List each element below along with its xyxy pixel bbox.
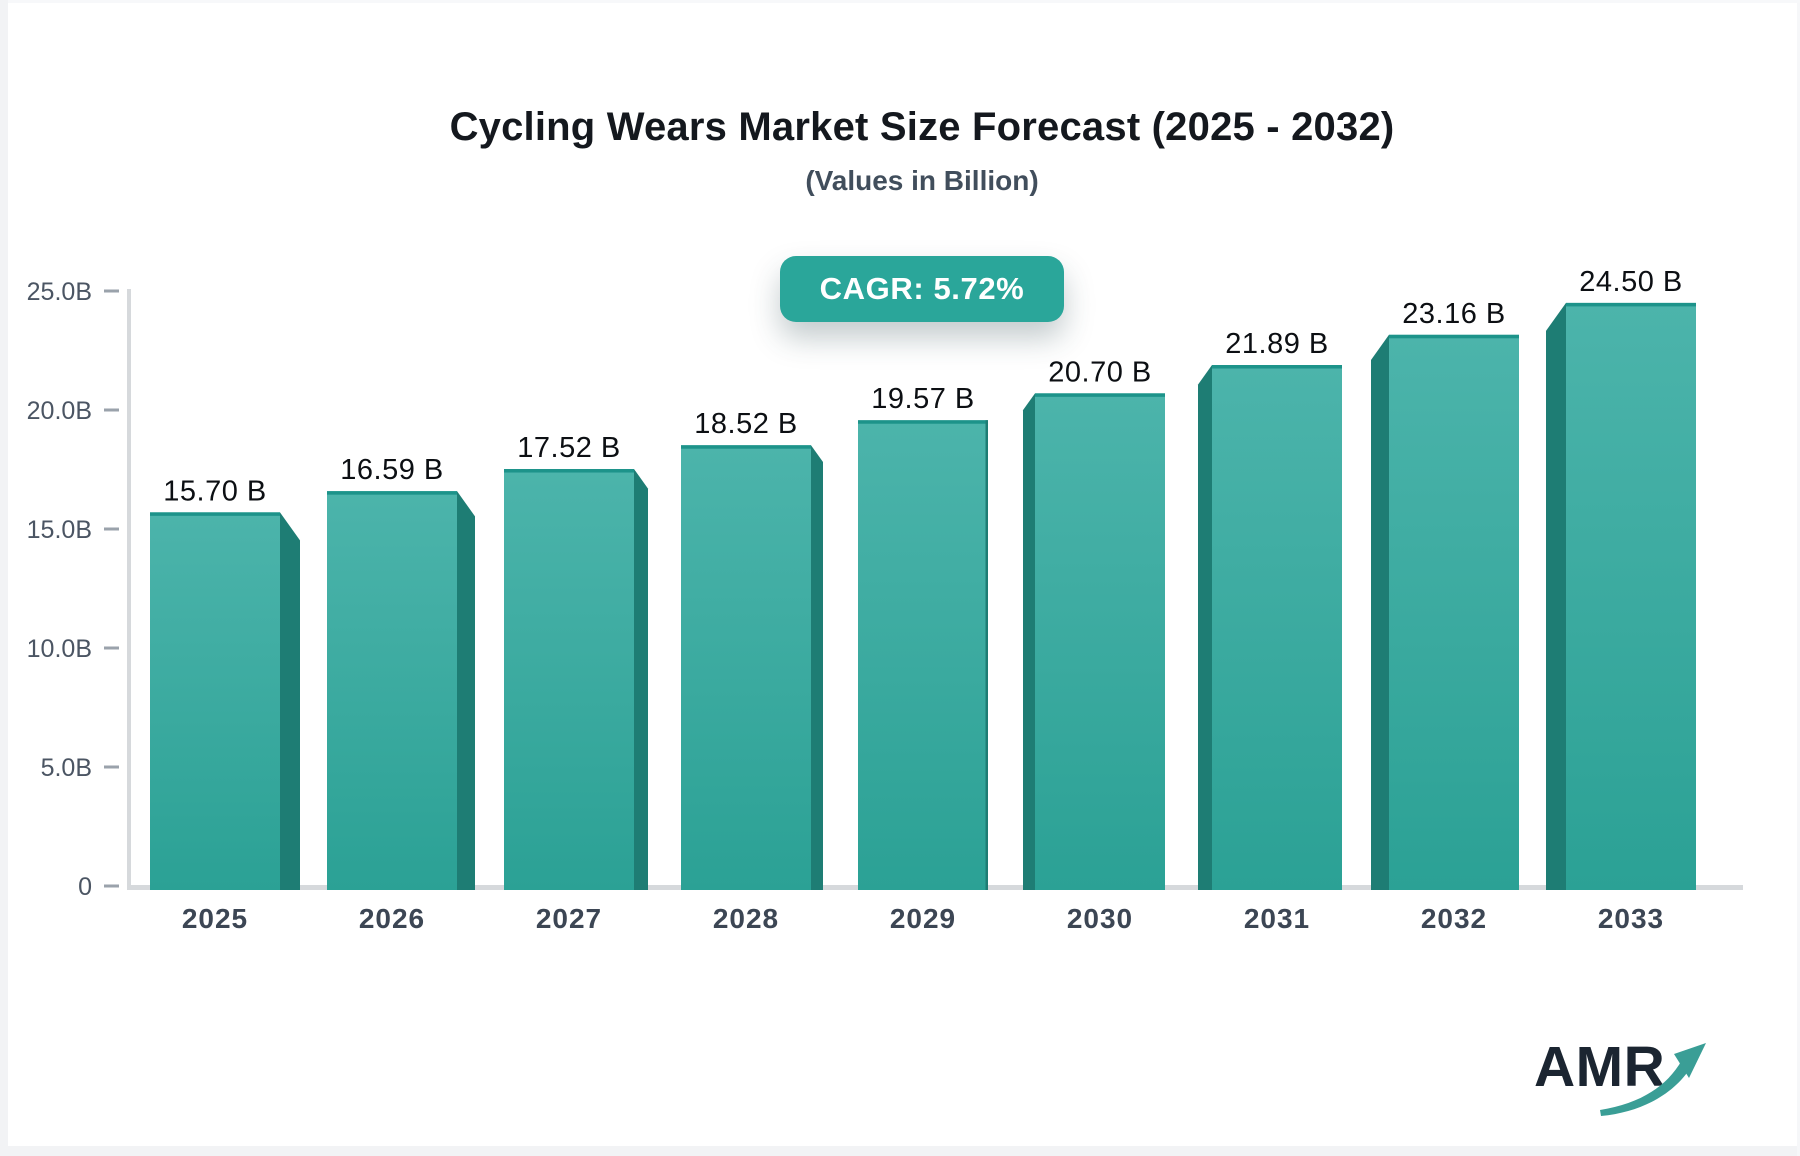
bar-value-label: 18.52 B <box>694 408 797 440</box>
y-tick-dash <box>104 646 119 650</box>
bar-top-edge <box>681 445 811 449</box>
y-tick-dash <box>104 408 119 412</box>
bar-value-label: 16.59 B <box>340 454 443 486</box>
x-axis-year-label: 2026 <box>359 903 425 934</box>
x-axis-year-label: 2033 <box>1598 903 1664 934</box>
bar-2032: 23.16 B 2032 <box>1371 298 1519 934</box>
badge-row: CAGR: 5.72% <box>44 256 1800 322</box>
x-axis-year-label: 2031 <box>1244 903 1310 934</box>
bar-right-edge <box>985 420 988 890</box>
y-tick-dash <box>104 765 119 769</box>
bar-top-edge <box>858 420 988 424</box>
bar-side-face <box>457 491 475 890</box>
bar-side-face <box>1198 365 1212 890</box>
bar-value-label: 17.52 B <box>517 432 620 464</box>
x-axis-year-label: 2032 <box>1421 903 1487 934</box>
chart-header: Cycling Wears Market Size Forecast (2025… <box>44 104 1800 196</box>
y-tick-label: 15.0B <box>27 516 92 544</box>
bar-side-face <box>1023 393 1035 890</box>
growth-arrow-icon <box>1600 1043 1706 1116</box>
y-tick-label: 0 <box>78 873 92 901</box>
bar-front-face <box>504 469 634 890</box>
bar-top-edge <box>1035 393 1165 397</box>
bar-front-face <box>681 445 811 890</box>
amr-logo: AMR <box>1528 1026 1738 1126</box>
y-tick-dash <box>104 527 119 531</box>
bar-value-label: 20.70 B <box>1048 356 1151 388</box>
bar-top-edge <box>150 512 280 516</box>
bar-2030: 20.70 B 2030 <box>1023 356 1165 934</box>
bar-side-face <box>811 445 823 890</box>
x-axis-year-label: 2030 <box>1067 903 1133 934</box>
bar-value-label: 23.16 B <box>1402 298 1505 330</box>
bar-2027: 17.52 B 2027 <box>504 432 648 934</box>
y-tick-label: 10.0B <box>27 635 92 663</box>
bar-2031: 21.89 B 2031 <box>1198 328 1342 934</box>
bar-top-edge <box>1212 365 1342 369</box>
y-tick-dash <box>104 289 119 293</box>
y-axis-line <box>127 289 131 889</box>
bar-2033: 24.50 B 2033 <box>1546 266 1696 934</box>
bar-front-face <box>1035 393 1165 890</box>
cagr-badge: CAGR: 5.72% <box>779 256 1065 322</box>
bar-value-label: 24.50 B <box>1579 266 1682 298</box>
y-tick-dash <box>104 884 119 888</box>
y-tick-label: 20.0B <box>27 397 92 425</box>
chart-subtitle: (Values in Billion) <box>805 165 1039 196</box>
bar-2028: 18.52 B 2028 <box>681 408 823 934</box>
bar-front-face <box>1566 302 1696 890</box>
bar-side-face <box>1546 302 1566 890</box>
bar-value-label: 15.70 B <box>163 475 266 507</box>
bar-top-edge <box>327 491 457 495</box>
bar-top-edge <box>1566 302 1696 307</box>
bar-front-face <box>1212 365 1342 890</box>
x-axis-year-label: 2029 <box>890 903 956 934</box>
bar-value-label: 21.89 B <box>1225 328 1328 360</box>
bar-side-face <box>634 469 648 890</box>
bar-value-label: 19.57 B <box>871 383 974 415</box>
y-tick-label: 25.0B <box>27 278 92 306</box>
bar-front-face <box>150 512 280 890</box>
bar-front-face <box>858 420 988 890</box>
x-axis-year-label: 2027 <box>536 903 602 934</box>
x-axis-year-label: 2025 <box>182 903 248 934</box>
bar-front-face <box>327 491 457 890</box>
bar-2026: 16.59 B 2026 <box>327 454 475 934</box>
bar-top-edge <box>504 469 634 473</box>
y-tick-label: 5.0B <box>41 754 92 782</box>
bar-2029: 19.57 B 2029 <box>858 383 988 934</box>
bar-front-face <box>1389 334 1519 890</box>
amr-logo-text: AMR <box>1534 1035 1666 1099</box>
x-axis-year-label: 2028 <box>713 903 779 934</box>
bar-top-edge <box>1389 334 1519 339</box>
bar-side-face <box>280 512 300 890</box>
bar-2025: 15.70 B 2025 <box>150 475 300 934</box>
chart-title: Cycling Wears Market Size Forecast (2025… <box>449 105 1395 149</box>
bar-side-face <box>1371 334 1389 890</box>
